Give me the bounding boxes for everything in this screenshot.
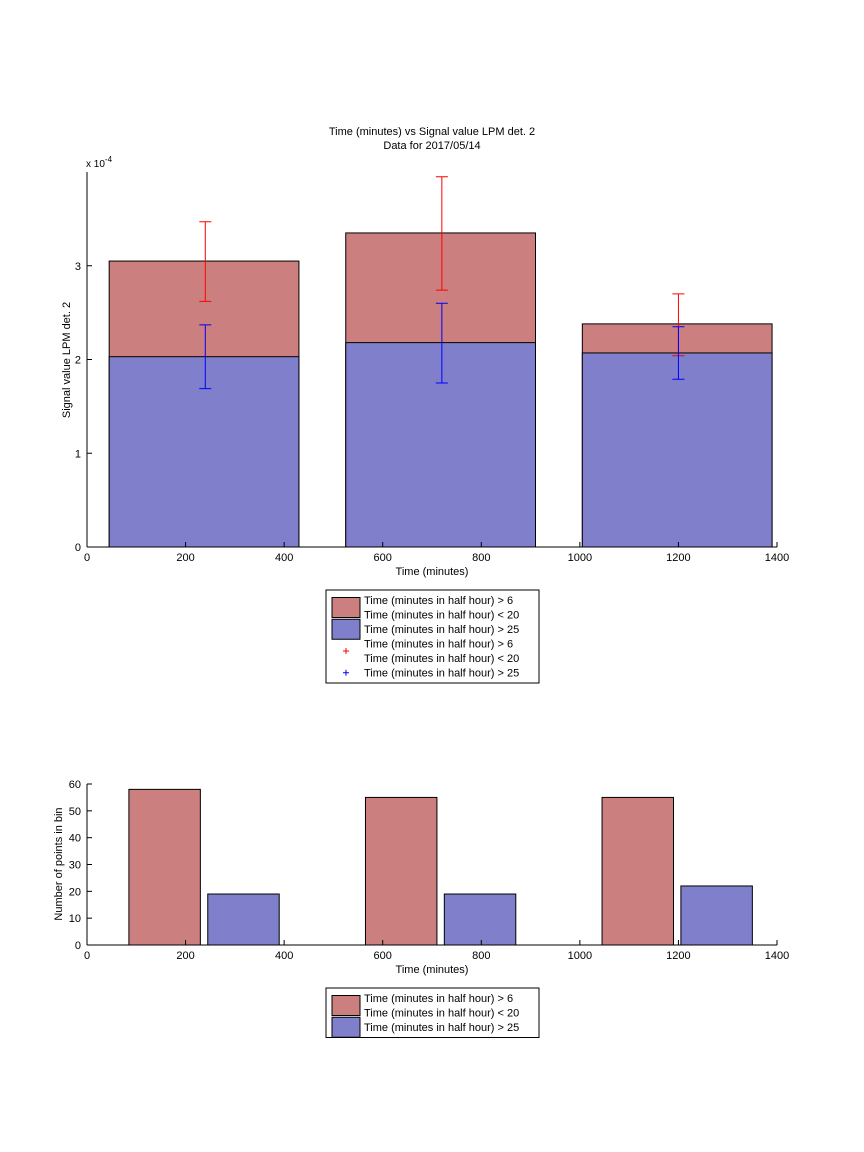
bottom-bar-5 — [680, 885, 753, 946]
chart-title: Time (minutes) vs Signal value LPM det. … — [329, 126, 535, 138]
bottom-legend-swatch — [331, 1016, 361, 1038]
bottom-x-tick-label: 800 — [472, 950, 490, 962]
top-bar-series1-bin1 — [345, 342, 536, 548]
bottom-legend-box — [325, 987, 540, 1038]
bottom-chart: 0 200 400 600 800 1000 1200 1400 0 10 20 30 40 50 60 T… — [53, 779, 789, 1038]
bottom-plot-area: 0 200 400 600 800 1000 1200 1400 0 10 20 30 40 50 60 — [69, 779, 789, 962]
bottom-y-tick-label: 20 — [69, 886, 81, 898]
bottom-x-tick-label: 600 — [374, 950, 392, 962]
top-legend-label: Time (minutes in half hour) < 20 — [364, 610, 519, 622]
top-legend-label: Time (minutes in half hour) < 20 — [364, 653, 519, 665]
bottom-x-tick-label: 1400 — [765, 950, 789, 962]
bottom-legend-label: Time (minutes in half hour) > 6 — [364, 993, 513, 1005]
y-exponent-label: x 10-4 — [86, 155, 113, 170]
top-x-tick-label: 1200 — [666, 552, 690, 564]
top-legend-marker — [343, 669, 349, 676]
bottom-y-tick-label: 30 — [69, 860, 81, 872]
bottom-x-tick-label: 1000 — [568, 950, 592, 962]
top-legend-swatch — [331, 618, 361, 640]
top-y-tick-label: 3 — [75, 261, 81, 273]
bottom-bar-3 — [443, 893, 517, 946]
bottom-x-tick-label: 0 — [84, 950, 90, 962]
bottom-y-axis-label: Number of points in bin — [53, 807, 65, 920]
top-errorbar-series1-bin1 — [435, 302, 448, 384]
top-legend-swatch — [331, 597, 361, 618]
top-x-tick-label: 0 — [84, 552, 90, 564]
top-y-tick-label: 1 — [75, 448, 81, 460]
top-chart: Time (minutes) vs Signal value LPM det. … — [61, 126, 789, 684]
top-legend: Time (minutes in half hour) > 6 Time (min… — [325, 589, 540, 684]
top-x-tick-label: 800 — [472, 552, 490, 564]
top-errorbar-series0-bin0 — [199, 221, 212, 302]
top-errorbar-series1-bin2 — [672, 326, 685, 380]
bottom-bar-0 — [128, 788, 201, 946]
top-legend-label: Time (minutes in half hour) > 6 — [364, 639, 513, 651]
top-bar-series1-bin2 — [581, 352, 773, 548]
top-legend-box — [325, 589, 540, 684]
bottom-x-tick-label: 1200 — [666, 950, 690, 962]
top-x-tick-label: 1400 — [765, 552, 789, 564]
top-x-tick-label: 600 — [374, 552, 392, 564]
top-legend-label: Time (minutes in half hour) > 25 — [364, 624, 519, 636]
bottom-y-tick-label: 0 — [75, 940, 81, 952]
bottom-y-tick-label: 10 — [69, 913, 81, 925]
top-y-tick-label: 2 — [75, 355, 81, 367]
bottom-x-tick-label: 200 — [176, 950, 194, 962]
bottom-legend-label: Time (minutes in half hour) < 20 — [364, 1008, 519, 1020]
bottom-y-tick-label: 60 — [69, 779, 81, 791]
top-errorbar-series0-bin1 — [435, 176, 448, 291]
top-bar-series1-bin0 — [108, 356, 300, 548]
bottom-bar-1 — [207, 893, 280, 946]
top-x-tick-label: 200 — [176, 552, 194, 564]
bottom-bar-2 — [364, 796, 438, 946]
bottom-bar-4 — [601, 796, 674, 946]
top-y-tick-label: 0 — [75, 542, 81, 554]
bottom-legend-swatch — [331, 995, 361, 1016]
top-y-axis-label: Signal value LPM det. 2 — [61, 302, 73, 418]
chart-subtitle: Data for 2017/05/14 — [383, 140, 480, 152]
top-errorbar-series1-bin0 — [199, 324, 212, 390]
top-x-tick-label: 400 — [275, 552, 293, 564]
bottom-x-axis-label: Time (minutes) — [396, 964, 469, 976]
top-x-tick-label: 1000 — [568, 552, 592, 564]
top-legend-marker — [343, 648, 349, 654]
bottom-legend-label: Time (minutes in half hour) > 25 — [364, 1022, 519, 1034]
bottom-y-tick-label: 50 — [69, 806, 81, 818]
top-legend-label: Time (minutes in half hour) > 6 — [364, 595, 513, 607]
bottom-x-tick-label: 400 — [275, 950, 293, 962]
top-legend-label: Time (minutes in half hour) > 25 — [364, 668, 519, 680]
top-x-axis-label: Time (minutes) — [396, 566, 469, 578]
top-plot-area: 0 200 400 600 800 1000 1200 1400 0 1 2 3 — [75, 172, 789, 564]
bottom-y-tick-label: 40 — [69, 833, 81, 845]
bottom-legend: Time (minutes in half hour) > 6 Time (min… — [325, 987, 540, 1038]
